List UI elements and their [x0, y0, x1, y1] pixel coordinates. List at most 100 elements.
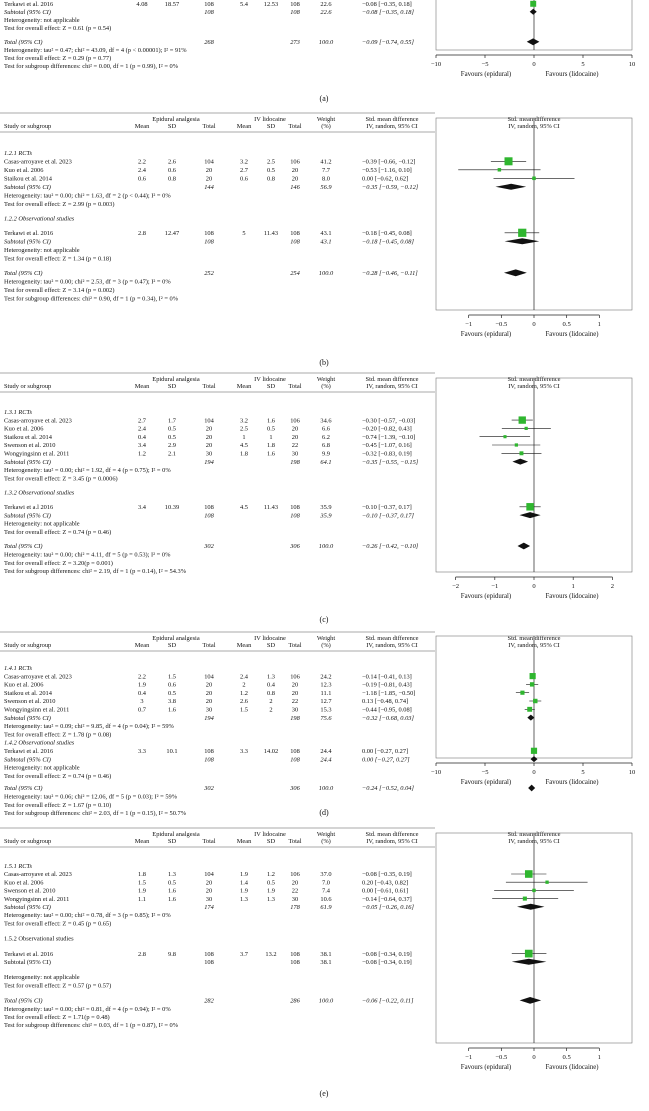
epidural-total: 108 — [204, 504, 214, 511]
subtotal-lidocaine-total: 108 — [290, 756, 300, 763]
epidural-total: 20 — [206, 690, 212, 697]
epidural-sd: 1.3 — [168, 871, 176, 878]
total-label: Total (95% CI) — [4, 543, 42, 550]
pooled-effect-diamond — [503, 269, 527, 277]
note-label: Test for overall effect: Z = 0.74 (p = 0… — [4, 529, 111, 536]
epidural-mean: 0.6 — [138, 176, 146, 183]
weight-percent: 37.0 — [320, 871, 331, 878]
study-effect-marker — [532, 888, 536, 893]
lidocaine-total: 30 — [292, 451, 298, 458]
epidural-total: 20 — [206, 442, 212, 449]
header-sd: SD — [267, 642, 276, 649]
total-epidural-total: 268 — [204, 39, 214, 46]
x-tick-label: −10 — [431, 769, 442, 776]
x-tick-label: −2 — [452, 583, 459, 590]
header-mean: Mean — [237, 123, 252, 130]
total-weight: 100.0 — [319, 998, 334, 1005]
pooled-effect-diamond — [528, 784, 536, 792]
epidural-mean: 1.8 — [138, 871, 146, 878]
lidocaine-mean: 1.3 — [240, 896, 248, 903]
favours-epidural-label: Favours (epidural) — [461, 331, 511, 338]
lidocaine-sd: 13.2 — [265, 951, 276, 958]
subtotal-weight: 64.1 — [320, 459, 331, 466]
epidural-sd: 10.1 — [166, 748, 177, 755]
epidural-total: 30 — [206, 451, 212, 458]
smd-ci-text: −0.20 [−0.82, 0.43] — [362, 426, 412, 433]
weight-percent: 11.1 — [321, 690, 332, 697]
subtotal-weight: 61.9 — [320, 904, 332, 911]
total-label: Total (95% CI) — [4, 270, 42, 277]
epidural-sd: 0.6 — [168, 167, 176, 174]
lidocaine-sd: 0.4 — [267, 682, 276, 689]
epidural-mean: 1.2 — [138, 451, 146, 458]
study-name: Casas-arroyave et al. 2023 — [4, 871, 72, 878]
epidural-total: 108 — [204, 951, 214, 958]
weight-percent: 6.6 — [322, 426, 330, 433]
smd-ci-text: −0.08 [−0.34, 0.19] — [362, 951, 412, 958]
pooled-effect-diamond — [512, 458, 529, 465]
study-name: Casas-arroyave et al. 2023 — [4, 673, 72, 680]
note-label: Test for subgroup differences: chi² = 0.… — [4, 1022, 179, 1029]
study-name: Staikou et al. 2014 — [4, 176, 53, 183]
lidocaine-sd: 12.53 — [264, 1, 278, 8]
lidocaine-sd: 0.5 — [267, 879, 275, 886]
study-effect-marker — [533, 698, 538, 704]
lidocaine-sd: 1 — [269, 434, 272, 441]
lidocaine-mean: 1.9 — [240, 871, 248, 878]
lidocaine-mean: 1 — [242, 434, 245, 441]
lidocaine-total: 20 — [292, 426, 298, 433]
smd-ci-text: −1.18 [−1.85, −0.50] — [362, 690, 415, 697]
smd-ci-text: −0.44 [−0.95, 0.08] — [362, 707, 412, 714]
weight-percent: 12.3 — [320, 682, 331, 689]
subgroup-label: 1.5.2 Observational studies — [4, 936, 74, 943]
header-lidocaine-group: IV lidocaine — [254, 831, 286, 838]
epidural-sd: 1.6 — [168, 707, 176, 714]
lidocaine-total: 20 — [292, 690, 298, 697]
subtotal-epidural-total: 194 — [204, 715, 214, 722]
lidocaine-total: 108 — [290, 1, 300, 8]
header-sd: SD — [267, 838, 276, 845]
total-weight: 100.0 — [319, 785, 334, 792]
x-tick-label: 5 — [581, 769, 585, 776]
study-effect-marker — [497, 168, 502, 172]
subgroup-label: 1.3.1 RCTs — [4, 409, 33, 416]
study-effect-marker — [545, 880, 549, 884]
epidural-mean: 1.5 — [138, 879, 146, 886]
study-name: Wongyingsinn et al. 2011 — [4, 451, 69, 458]
total-ci-text: −0.06 [−0.22, 0.11] — [362, 998, 414, 1005]
x-tick-label: 0 — [532, 769, 536, 776]
total-lidocaine-total: 286 — [290, 998, 300, 1005]
lidocaine-total: 20 — [292, 167, 298, 174]
epidural-mean: 2.8 — [138, 951, 146, 958]
smd-ci-text: −0.45 [−1.07, 0.16] — [362, 442, 412, 449]
epidural-mean: 3.4 — [138, 504, 147, 511]
study-effect-marker — [514, 443, 518, 447]
subtotal-ci-text: −0.35 [−0.55, −0.15] — [362, 459, 419, 466]
lidocaine-sd: 1.2 — [267, 871, 275, 878]
favours-lidocaine-label: Favours (lidocaine) — [545, 593, 598, 600]
smd-ci-text: −0.10 [−0.37, 0.17] — [362, 504, 412, 511]
header-weight: Weight — [317, 831, 336, 838]
lidocaine-total: 20 — [292, 434, 298, 441]
pooled-effect-diamond — [529, 8, 537, 15]
favours-epidural-label: Favours (epidural) — [461, 1064, 511, 1071]
epidural-sd: 1.6 — [168, 888, 176, 895]
epidural-total: 104 — [204, 871, 214, 878]
study-name: Wongyingsinn et al. 2011 — [4, 896, 69, 903]
subtotal-lidocaine-total: 198 — [290, 715, 300, 722]
study-name: Staikou et al. 2014 — [4, 434, 53, 441]
note-label: Test for overall effect: Z = 1.34 (p = 0… — [4, 256, 111, 263]
study-effect-marker — [524, 426, 528, 431]
x-tick-label: 2 — [611, 583, 614, 590]
epidural-total: 104 — [204, 673, 214, 680]
lidocaine-mean: 3.2 — [240, 159, 248, 166]
header-lidocaine-group: IV lidocaine — [254, 116, 286, 123]
note-label: Heterogeneity: tau² = 0.00; chi² = 2.53,… — [4, 279, 171, 286]
x-tick-label: −10 — [431, 61, 442, 68]
x-tick-label: 5 — [581, 61, 585, 68]
lidocaine-mean: 2 — [242, 682, 245, 689]
lidocaine-total: 106 — [290, 159, 300, 166]
header-smd-title: Std. mean difference — [366, 376, 419, 383]
epidural-mean: 3.3 — [138, 748, 146, 755]
study-name: Casas-arroyave et al. 2023 — [4, 159, 72, 166]
